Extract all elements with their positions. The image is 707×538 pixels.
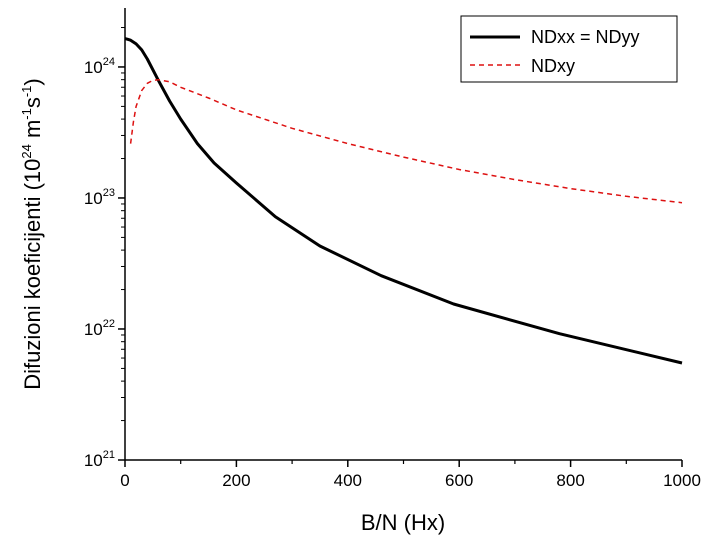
y-axis-title-exp-m: -1 xyxy=(19,108,34,120)
x-tick-label: 800 xyxy=(556,471,584,490)
x-tick-label: 600 xyxy=(445,471,473,490)
x-tick-label: 200 xyxy=(222,471,250,490)
series-line-nd-xy xyxy=(129,78,683,204)
y-axis-title: Difuzioni koeficijenti (1024 m-1s-1) xyxy=(19,78,45,389)
y-tick-label: 1021 xyxy=(84,449,115,470)
x-tick-label: 400 xyxy=(334,471,362,490)
series-line-nd-xx-nd-yy xyxy=(124,37,683,365)
x-tick-label: 0 xyxy=(120,471,129,490)
y-axis-title-exp-24: 24 xyxy=(19,144,34,158)
y-axis-title-unit-s: s xyxy=(20,97,45,108)
series-layer xyxy=(124,37,683,365)
y-tick-label: 1022 xyxy=(84,318,115,339)
y-axis-ticks: 1021 1022 1023 1024 xyxy=(84,27,125,470)
y-axis-title-main: Difuzioni koeficijenti (10 xyxy=(20,159,45,390)
x-axis-ticks: 0 200 400 600 800 1000 xyxy=(120,460,701,490)
legend-label-nd-xx: NDxx = NDyy xyxy=(531,27,640,47)
legend: NDxx = NDyy NDxy xyxy=(460,15,678,83)
x-tick-label: 1000 xyxy=(663,471,701,490)
svg-text:Difuzioni koeficijenti (1024 m: Difuzioni koeficijenti (1024 m-1s-1) xyxy=(19,78,45,389)
y-axis-title-close: ) xyxy=(20,78,45,85)
x-axis-title: B/N (Hx) xyxy=(361,510,445,535)
y-axis-title-unit-m: m xyxy=(20,120,45,144)
legend-label-nd-xy: NDxy xyxy=(531,56,575,76)
y-tick-label: 1024 xyxy=(84,56,115,77)
y-axis-title-exp-s: -1 xyxy=(19,86,34,98)
legend-box xyxy=(460,15,678,83)
y-tick-label: 1023 xyxy=(84,187,115,208)
